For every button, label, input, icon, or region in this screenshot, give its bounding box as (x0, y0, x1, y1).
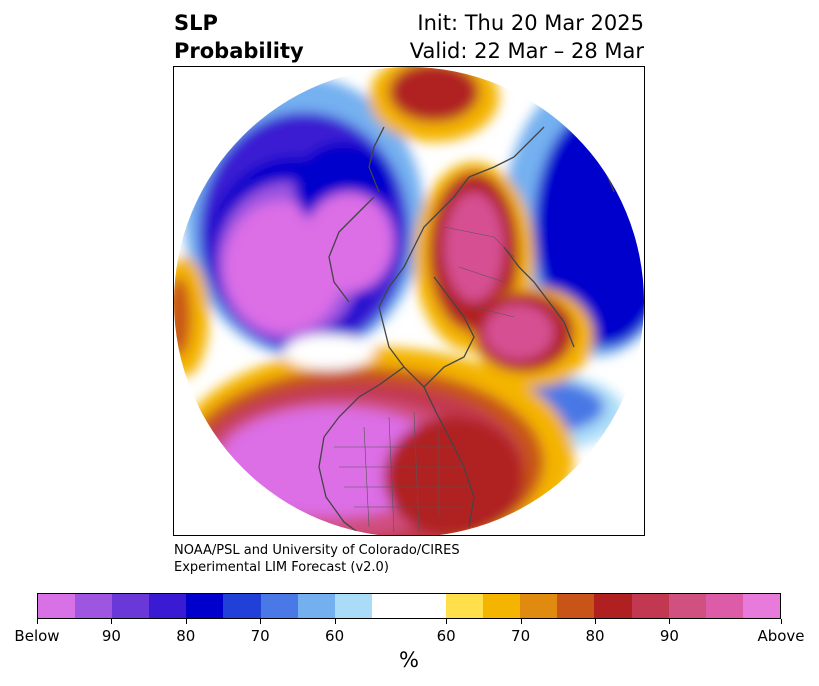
init-date: Init: Thu 20 Mar 2025 (417, 11, 644, 35)
colorbar-tick-mark (669, 619, 671, 624)
colorbar-tick-mark (334, 619, 336, 624)
colorbar-tick-mark (37, 619, 38, 624)
colorbar-segment (705, 594, 743, 618)
colorbar-segment (297, 594, 335, 618)
colorbar-tick-mark (111, 619, 113, 624)
colorbar-tick-label: 60 (436, 627, 456, 645)
colorbar-tick-label: 90 (659, 627, 679, 645)
colorbar-segment (334, 594, 372, 618)
colorbar-segment (371, 594, 447, 618)
title-line-1: SLP (174, 11, 218, 35)
colorbar-segment (186, 594, 224, 618)
colorbar-segment (483, 594, 521, 618)
probability-colorbar (37, 593, 781, 619)
colorbar-tick-mark (185, 619, 187, 624)
colorbar-segment (742, 594, 780, 618)
colorbar-segment (112, 594, 150, 618)
colorbar-segment (38, 594, 76, 618)
colorbar-segment (149, 594, 187, 618)
colorbar-tick-label: 70 (250, 627, 270, 645)
colorbar-segment (668, 594, 706, 618)
colorbar-tick-mark (260, 619, 262, 624)
coastlines (318, 106, 615, 535)
colorbar-tick-mark (520, 619, 522, 624)
colorbar-segment (75, 594, 113, 618)
colorbar-tick-label: 90 (101, 627, 121, 645)
map-title: SLP Probability (174, 9, 304, 65)
colorbar-segment (594, 594, 632, 618)
credit-line-1: NOAA/PSL and University of Colorado/CIRE… (174, 543, 460, 558)
colorbar-segment (557, 594, 595, 618)
colorbar-tick-label: Above (757, 627, 805, 645)
borders (334, 226, 515, 533)
forecast-dates: Init: Thu 20 Mar 2025 Valid: 22 Mar – 28… (410, 9, 644, 65)
colorbar-segment (520, 594, 558, 618)
colorbar-tick-mark (781, 619, 782, 624)
colorbar-tick-label: Below (14, 627, 60, 645)
colorbar-tick-mark (595, 619, 596, 624)
credit-line-2: Experimental LIM Forecast (v2.0) (174, 560, 389, 575)
title-line-2: Probability (174, 39, 304, 63)
colorbar-segment (260, 594, 298, 618)
polar-map-svg (174, 67, 644, 535)
colorbar-tick-label: 80 (585, 627, 605, 645)
colorbar-unit: % (399, 648, 419, 672)
colorbar-tick-label: 70 (511, 627, 531, 645)
colorbar-tick-label: 60 (325, 627, 345, 645)
colorbar-tick-mark (446, 619, 448, 624)
probability-map (173, 66, 645, 536)
colorbar-segment (631, 594, 669, 618)
map-credit: NOAA/PSL and University of Colorado/CIRE… (174, 542, 460, 576)
valid-range: Valid: 22 Mar – 28 Mar (409, 39, 644, 63)
colorbar-segment (223, 594, 261, 618)
colorbar-segment (446, 594, 484, 618)
colorbar-tick-label: 80 (176, 627, 196, 645)
probability-field (174, 67, 644, 535)
